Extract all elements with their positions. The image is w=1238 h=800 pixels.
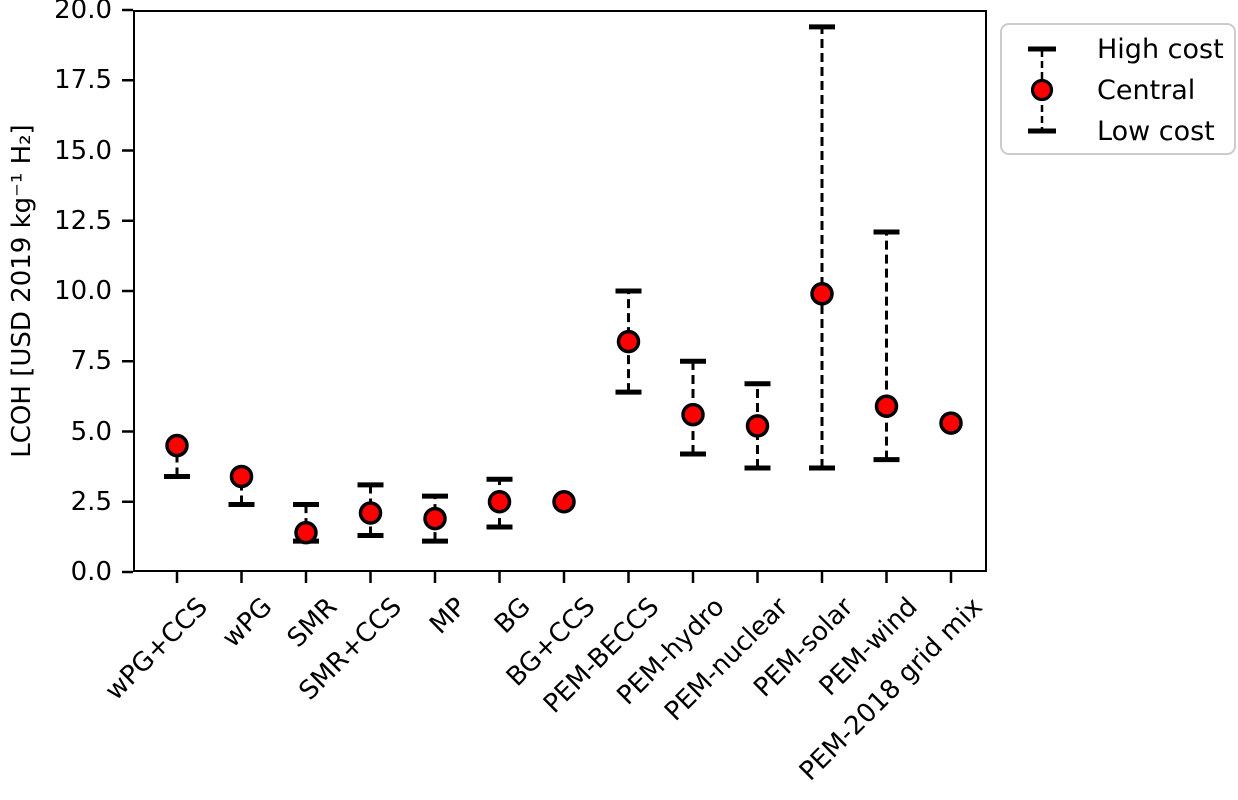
central-marker bbox=[552, 490, 576, 514]
legend-label-high-cost: High cost bbox=[1097, 34, 1224, 65]
central-marker bbox=[165, 433, 189, 458]
x-category-label: wPG+CCS bbox=[99, 592, 215, 707]
legend-errorbar-icon bbox=[1028, 46, 1056, 134]
central-marker bbox=[358, 501, 383, 525]
central-marker bbox=[423, 506, 447, 531]
x-category-label: wPG bbox=[217, 592, 279, 654]
x-category-label: BG bbox=[488, 592, 537, 640]
y-tick-label: 12.5 bbox=[54, 205, 112, 236]
central-marker bbox=[745, 414, 770, 438]
x-category-label: MP bbox=[424, 592, 473, 641]
y-tick-label: 7.5 bbox=[70, 346, 112, 377]
legend-label-central: Central bbox=[1097, 75, 1196, 106]
y-tick-label: 5.0 bbox=[70, 416, 112, 447]
y-tick-label: 20.0 bbox=[54, 0, 112, 25]
y-tick-label: 0.0 bbox=[70, 557, 112, 587]
central-marker bbox=[810, 282, 834, 306]
legend-label-low-cost: Low cost bbox=[1097, 116, 1215, 147]
central-marker bbox=[939, 411, 963, 435]
legend-central-marker bbox=[1030, 78, 1054, 102]
central-marker bbox=[681, 402, 705, 427]
y-tick-label: 17.5 bbox=[54, 65, 112, 96]
central-marker bbox=[874, 394, 899, 418]
legend: High cost Central Low cost bbox=[1000, 23, 1236, 155]
y-tick-label: 2.5 bbox=[70, 486, 112, 517]
central-marker bbox=[229, 464, 254, 489]
y-tick-label: 15.0 bbox=[54, 135, 112, 166]
central-marker bbox=[487, 490, 512, 514]
central-marker bbox=[616, 329, 641, 354]
central-marker bbox=[294, 520, 318, 545]
plot-area bbox=[122, 8, 987, 583]
plot-frame bbox=[133, 10, 987, 572]
y-tick-label: 10.0 bbox=[54, 276, 112, 306]
